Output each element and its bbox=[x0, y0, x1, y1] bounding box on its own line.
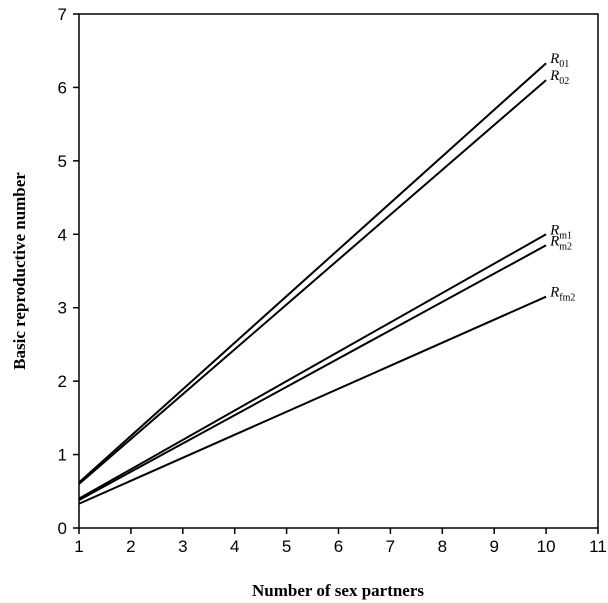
y-axis-title: Basic reproductive number bbox=[10, 172, 29, 370]
x-tick-label: 10 bbox=[537, 537, 556, 556]
ticks bbox=[73, 13, 599, 534]
x-tick-label: 4 bbox=[230, 537, 239, 556]
series-label-m2: Rm2 bbox=[549, 233, 572, 252]
x-tick-label: 5 bbox=[282, 537, 291, 556]
y-tick-label: 4 bbox=[58, 225, 67, 244]
x-axis-title: Number of sex partners bbox=[252, 581, 424, 600]
x-tick-label: 3 bbox=[178, 537, 187, 556]
y-tick-label: 5 bbox=[58, 152, 67, 171]
y-tick-label: 6 bbox=[58, 78, 67, 97]
x-tick-label: 11 bbox=[589, 537, 607, 556]
y-tick-label: 0 bbox=[58, 519, 67, 538]
x-tick-label: 8 bbox=[438, 537, 447, 556]
y-tick-label: 3 bbox=[58, 299, 67, 318]
y-tick-label: 7 bbox=[58, 5, 67, 24]
series-line-01 bbox=[78, 62, 547, 484]
series-line-m1 bbox=[78, 233, 547, 500]
y-tick-label: 1 bbox=[58, 446, 67, 465]
x-tick-label: 7 bbox=[386, 537, 395, 556]
series-label-01: R01 bbox=[549, 51, 569, 70]
y-tick-label: 2 bbox=[58, 372, 67, 391]
plot-frame bbox=[78, 13, 599, 529]
series-lines bbox=[78, 62, 547, 505]
series-line-02 bbox=[78, 79, 547, 485]
x-tick-label: 9 bbox=[489, 537, 498, 556]
series-label-m1: Rm1 bbox=[549, 222, 572, 241]
series-line-m2 bbox=[78, 244, 547, 501]
series-label-fm2: Rfm2 bbox=[549, 285, 575, 304]
x-tick-label: 2 bbox=[126, 537, 135, 556]
x-tick-label: 6 bbox=[334, 537, 343, 556]
series-label-02: R02 bbox=[549, 68, 569, 87]
series-line-fm2 bbox=[78, 295, 547, 505]
x-tick-label: 1 bbox=[74, 537, 83, 556]
